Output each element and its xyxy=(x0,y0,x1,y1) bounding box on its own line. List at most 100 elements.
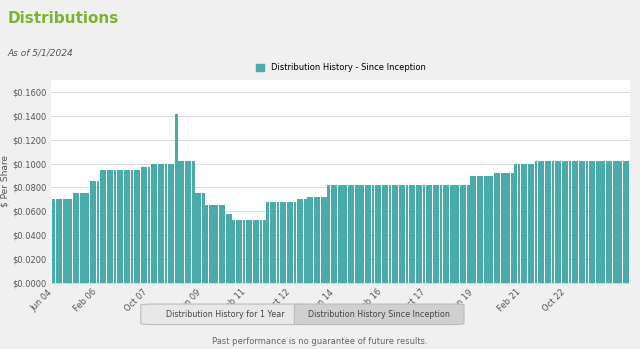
Bar xyxy=(209,205,212,283)
Bar xyxy=(518,164,520,283)
Bar xyxy=(172,164,174,283)
Bar xyxy=(612,161,616,283)
Bar xyxy=(616,161,619,283)
Bar xyxy=(239,220,242,283)
Bar xyxy=(56,199,59,283)
Bar xyxy=(266,202,269,283)
Text: Distributions: Distributions xyxy=(8,11,119,26)
Bar xyxy=(182,161,184,283)
Bar xyxy=(138,170,140,283)
Bar xyxy=(79,193,83,283)
Bar xyxy=(562,161,564,283)
Bar xyxy=(151,164,154,283)
Bar xyxy=(185,161,188,283)
Bar xyxy=(212,205,215,283)
Bar xyxy=(586,161,588,283)
Bar xyxy=(412,185,415,283)
Bar xyxy=(131,170,134,283)
Bar xyxy=(344,185,348,283)
Bar xyxy=(440,185,442,283)
Bar xyxy=(500,173,504,283)
Bar xyxy=(287,202,290,283)
Bar xyxy=(429,185,432,283)
Bar xyxy=(568,161,572,283)
Bar xyxy=(321,197,324,283)
Text: Past performance is no guarantee of future results.: Past performance is no guarantee of futu… xyxy=(212,337,428,346)
Bar xyxy=(385,185,388,283)
Bar xyxy=(589,161,592,283)
Bar xyxy=(497,173,500,283)
Bar xyxy=(528,164,531,283)
Bar xyxy=(294,202,296,283)
Text: Distribution History Since Inception: Distribution History Since Inception xyxy=(308,310,450,319)
Bar xyxy=(355,185,358,283)
Bar xyxy=(304,199,307,283)
Bar xyxy=(422,185,426,283)
Bar xyxy=(216,205,218,283)
Bar xyxy=(477,176,480,283)
Bar xyxy=(484,176,486,283)
Text: Distribution History for 1 Year: Distribution History for 1 Year xyxy=(166,310,285,319)
Bar xyxy=(433,185,436,283)
Bar xyxy=(314,197,317,283)
Bar xyxy=(627,161,629,283)
Bar xyxy=(552,161,554,283)
Bar xyxy=(463,185,466,283)
Bar xyxy=(104,170,106,283)
Bar xyxy=(378,185,381,283)
Bar xyxy=(511,173,514,283)
Bar xyxy=(243,220,246,283)
Bar xyxy=(382,185,385,283)
Bar xyxy=(276,202,280,283)
Bar xyxy=(236,220,239,283)
Bar xyxy=(446,185,449,283)
Bar xyxy=(555,161,558,283)
Bar xyxy=(307,197,310,283)
Bar xyxy=(178,161,181,283)
Bar xyxy=(416,185,419,283)
Bar xyxy=(324,197,327,283)
Bar xyxy=(487,176,490,283)
Bar xyxy=(602,161,605,283)
Bar xyxy=(375,185,378,283)
Bar xyxy=(558,161,561,283)
Legend: Distribution History - Since Inception: Distribution History - Since Inception xyxy=(253,60,429,76)
Bar xyxy=(202,193,205,283)
Bar xyxy=(107,170,109,283)
Bar xyxy=(86,193,90,283)
Bar xyxy=(148,166,150,283)
Bar xyxy=(154,164,157,283)
Bar xyxy=(66,199,69,283)
Bar xyxy=(351,185,354,283)
Bar xyxy=(534,161,538,283)
Bar xyxy=(399,185,402,283)
Bar xyxy=(623,161,626,283)
Bar xyxy=(175,114,177,283)
Bar xyxy=(70,199,72,283)
Bar xyxy=(127,170,130,283)
Bar xyxy=(256,220,259,283)
Bar xyxy=(582,161,585,283)
Bar xyxy=(575,161,578,283)
Bar xyxy=(310,197,314,283)
Bar xyxy=(191,161,195,283)
Bar xyxy=(419,185,422,283)
Bar xyxy=(97,181,99,283)
Bar xyxy=(388,185,392,283)
Bar xyxy=(168,164,171,283)
Bar xyxy=(456,185,460,283)
Bar xyxy=(195,193,198,283)
Bar xyxy=(450,185,452,283)
Bar xyxy=(157,164,161,283)
Bar xyxy=(134,170,137,283)
Bar xyxy=(164,164,168,283)
Bar xyxy=(205,205,208,283)
Bar xyxy=(250,220,252,283)
Bar xyxy=(120,170,124,283)
Bar xyxy=(436,185,439,283)
Bar xyxy=(263,220,266,283)
Bar xyxy=(297,199,300,283)
Bar xyxy=(161,164,164,283)
Bar xyxy=(565,161,568,283)
Bar xyxy=(226,214,228,283)
